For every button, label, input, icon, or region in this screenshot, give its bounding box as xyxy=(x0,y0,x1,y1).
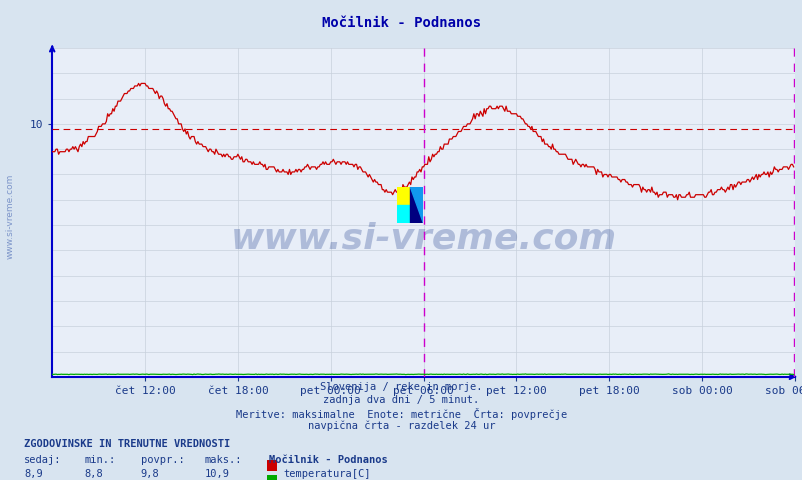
Text: 9,8: 9,8 xyxy=(140,469,159,480)
Text: www.si-vreme.com: www.si-vreme.com xyxy=(230,222,616,256)
Text: www.si-vreme.com: www.si-vreme.com xyxy=(5,173,14,259)
Text: ZGODOVINSKE IN TRENUTNE VREDNOSTI: ZGODOVINSKE IN TRENUTNE VREDNOSTI xyxy=(24,439,230,449)
Polygon shape xyxy=(410,187,423,223)
Text: zadnja dva dni / 5 minut.: zadnja dva dni / 5 minut. xyxy=(323,395,479,405)
Text: min.:: min.: xyxy=(84,455,115,465)
Text: 8,9: 8,9 xyxy=(24,469,43,480)
Text: povpr.:: povpr.: xyxy=(140,455,184,465)
Text: Močilnik - Podnanos: Močilnik - Podnanos xyxy=(269,455,387,465)
Text: sedaj:: sedaj: xyxy=(24,455,62,465)
Polygon shape xyxy=(410,187,423,223)
Text: temperatura[C]: temperatura[C] xyxy=(283,469,371,480)
Bar xyxy=(397,187,410,205)
Text: 10,9: 10,9 xyxy=(205,469,229,480)
Bar xyxy=(397,205,410,223)
Text: Meritve: maksimalne  Enote: metrične  Črta: povprečje: Meritve: maksimalne Enote: metrične Črta… xyxy=(236,408,566,420)
Text: Slovenija / reke in morje.: Slovenija / reke in morje. xyxy=(320,382,482,392)
Text: navpična črta - razdelek 24 ur: navpična črta - razdelek 24 ur xyxy=(307,420,495,431)
Text: 8,8: 8,8 xyxy=(84,469,103,480)
Text: maks.:: maks.: xyxy=(205,455,242,465)
Text: Močilnik - Podnanos: Močilnik - Podnanos xyxy=(322,16,480,30)
